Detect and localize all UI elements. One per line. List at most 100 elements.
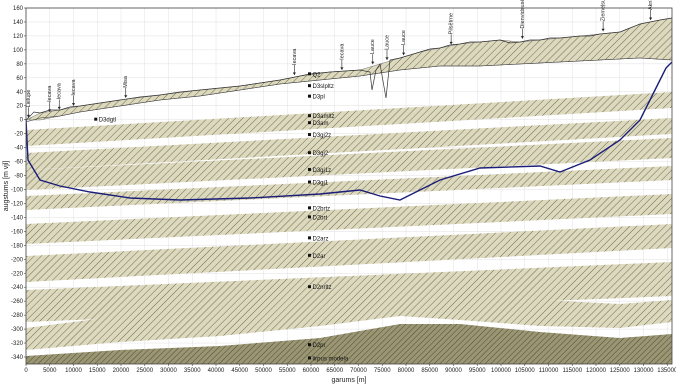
x-axis-label: garums [m] xyxy=(331,377,366,384)
y-tick-label: -260 xyxy=(11,299,24,305)
layer-label: lirpus modeļa xyxy=(308,356,349,362)
river-name: Lauce xyxy=(370,39,376,54)
x-tick-label: 55000 xyxy=(279,368,296,374)
plot-frame xyxy=(25,7,673,365)
svg-text:D2ar: D2ar xyxy=(313,254,326,260)
y-tick-label: -80 xyxy=(14,174,23,180)
layer-label: D3gj2 xyxy=(308,151,329,157)
x-tick-label: 70000 xyxy=(350,368,367,374)
river-markers: Lielupe Iecava Iecava Iecava Misa Iecava Iecav… xyxy=(26,0,654,118)
y-tick-label: -140 xyxy=(11,215,24,221)
y-tick-label: -100 xyxy=(11,187,24,193)
x-tick-label: 0 xyxy=(24,368,28,374)
x-tick-label: 35000 xyxy=(184,368,201,374)
river-marker: Lielupe xyxy=(26,90,32,118)
layer-label: D2brtz xyxy=(308,206,330,212)
x-tick-label: 10000 xyxy=(65,368,82,374)
x-tick-label: 45000 xyxy=(231,368,248,374)
river-marker: Iecava xyxy=(292,48,298,75)
x-tick-label: 15000 xyxy=(89,368,106,374)
x-tick-label: 105000 xyxy=(515,368,536,374)
river-marker: Lauce xyxy=(401,30,407,56)
svg-text:D2brt: D2brt xyxy=(313,215,328,221)
y-tick-label: -300 xyxy=(11,327,24,333)
svg-text:D2pr: D2pr xyxy=(313,343,326,349)
svg-text:D3gj2: D3gj2 xyxy=(313,151,329,157)
y-tick-label: 120 xyxy=(13,34,24,40)
y-tick-label: -60 xyxy=(14,160,23,166)
svg-text:D3amltz: D3amltz xyxy=(313,114,335,120)
terrain-line xyxy=(26,17,672,121)
y-axis-label: augstums [m vjl] xyxy=(3,161,10,212)
terrain-line-lower xyxy=(26,57,672,123)
river-marker: Lauce xyxy=(370,39,376,65)
svg-text:D3dgtl: D3dgtl xyxy=(99,118,116,124)
river-name: Iecava xyxy=(339,43,345,60)
river-marker: Pilsētrne xyxy=(449,13,455,45)
y-tick-label: 60 xyxy=(16,76,23,82)
svg-text:Q2: Q2 xyxy=(313,72,322,78)
x-tick-label: 5000 xyxy=(43,368,57,374)
river-name: Iecava xyxy=(47,85,53,102)
y-tick-label: -280 xyxy=(11,313,24,319)
layer-label: Q2 xyxy=(308,72,321,78)
layer-band-2 xyxy=(26,92,672,146)
y-tick-label: -320 xyxy=(11,341,24,347)
river-name: Iecava xyxy=(57,82,63,99)
x-tick-label: 20000 xyxy=(113,368,130,374)
river-marker: Iecava xyxy=(339,43,345,70)
river-name: Lauce xyxy=(385,35,391,50)
y-tick-label: -240 xyxy=(11,285,24,291)
layer-label: D2brt xyxy=(308,215,328,221)
layer-label: D3slpltz xyxy=(308,84,334,90)
river-name: Pilsētrne xyxy=(449,13,455,34)
svg-text:lirpus modeļa: lirpus modeļa xyxy=(313,356,349,362)
x-tick-label: 25000 xyxy=(136,368,153,374)
river-marker: Iecava xyxy=(57,82,63,110)
y-tick-label: -220 xyxy=(11,271,24,277)
x-tick-label: 125000 xyxy=(610,368,631,374)
y-tick-label: -160 xyxy=(11,229,24,235)
y-tick-label: 100 xyxy=(13,48,24,54)
y-tick-label: -180 xyxy=(11,243,24,249)
x-tick-label: 110000 xyxy=(539,368,559,374)
river-name: Misa xyxy=(123,75,129,88)
model-boundary xyxy=(26,61,672,201)
x-tick-label: 80000 xyxy=(398,368,415,374)
layer-label: D3amltz xyxy=(308,114,335,120)
layer-band-7 xyxy=(26,224,672,282)
layer-band-5 xyxy=(26,166,672,210)
river-marker: Lauce xyxy=(385,35,391,60)
river-name: Lauce xyxy=(401,30,407,45)
layer-label: D3am xyxy=(308,121,329,127)
y-ticks: 160 140 120 100 80 60 40 20 0 -20 -40 -60 -80 -100 -12… xyxy=(11,6,26,361)
y-tick-label: 20 xyxy=(16,104,23,110)
river-marker: Misa xyxy=(123,75,129,98)
svg-text:D3am: D3am xyxy=(313,121,329,127)
layer-bottom xyxy=(26,324,672,364)
layer-label: D2nrltz xyxy=(308,285,332,291)
layer-band-4 xyxy=(26,138,672,190)
y-tick-label: -20 xyxy=(14,132,23,138)
y-tick-label: -200 xyxy=(11,257,24,263)
layer-label: D2ar xyxy=(308,253,326,260)
y-tick-label: -40 xyxy=(14,146,23,152)
x-tick-label: 120000 xyxy=(586,368,607,374)
x-tick-label: 115000 xyxy=(562,368,582,374)
layer-band-6 xyxy=(26,194,672,244)
svg-text:D2brtz: D2brtz xyxy=(313,206,331,212)
x-tick-label: 90000 xyxy=(445,368,462,374)
x-tick-label: 100000 xyxy=(491,368,512,374)
river-name: Iecava xyxy=(292,48,298,65)
x-tick-label: 50000 xyxy=(255,368,272,374)
river-marker: Iecava xyxy=(71,79,77,106)
layer-label: D3gj1z xyxy=(308,167,331,174)
river-marker: Aknīste xyxy=(648,0,654,21)
river-name: Ziemeļsusēja xyxy=(601,0,607,21)
y-tick-label: -340 xyxy=(11,355,24,361)
svg-text:D2arz: D2arz xyxy=(313,236,329,242)
layer-band-9 xyxy=(26,296,672,350)
y-tick-label: -120 xyxy=(11,201,24,207)
